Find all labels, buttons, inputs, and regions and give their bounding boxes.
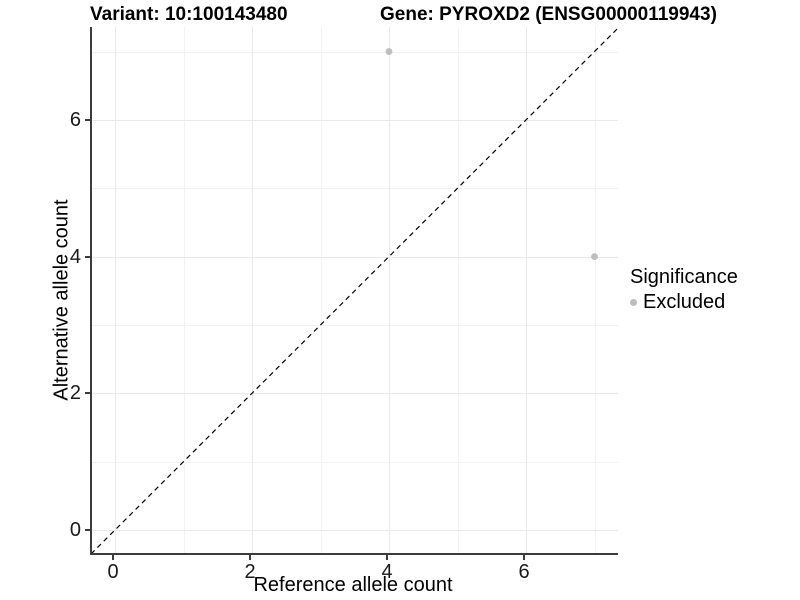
legend-title: Significance — [630, 266, 738, 288]
y-axis-title: Alternative allele count — [50, 199, 73, 401]
y-axis-tick — [85, 118, 90, 121]
x-axis-tick — [386, 555, 388, 560]
identity-line — [92, 27, 618, 553]
gridline-minor-vertical — [458, 27, 459, 553]
x-axis-tick — [523, 555, 525, 560]
gridline-major-horizontal — [92, 393, 618, 394]
gridline-major-horizontal — [92, 530, 618, 531]
point-marker-icon — [630, 298, 637, 306]
gridline-major-vertical — [389, 27, 390, 553]
gridline-major-vertical — [526, 27, 527, 553]
y-axis-tick-label: 2 — [69, 382, 81, 405]
y-axis-tick-label: 6 — [69, 108, 81, 131]
gridline-minor-vertical — [595, 27, 596, 553]
data-point — [385, 48, 393, 55]
gridline-major-horizontal — [92, 257, 618, 258]
y-axis-tick — [85, 529, 90, 531]
x-axis-tick — [112, 555, 114, 560]
gridline-minor-vertical — [321, 27, 322, 553]
y-axis-tick — [85, 392, 90, 395]
y-axis-tick-label: 4 — [69, 245, 81, 268]
x-axis-tick-label: 2 — [244, 561, 256, 583]
y-axis-tick-label: 0 — [69, 519, 81, 541]
gridline-minor-vertical — [184, 27, 185, 553]
x-axis-tick-label: 0 — [107, 561, 119, 583]
legend: Significance Excluded — [630, 266, 738, 313]
gridline-minor-horizontal — [92, 188, 618, 189]
gridline-minor-horizontal — [92, 325, 618, 326]
gridline-major-vertical — [115, 27, 116, 553]
plot-canvas — [92, 27, 618, 553]
data-point — [591, 253, 598, 260]
x-axis-tick-label: 6 — [518, 561, 530, 583]
x-axis-tick-label: 4 — [381, 561, 393, 583]
gridline-minor-horizontal — [92, 462, 618, 463]
legend-item-excluded: Excluded — [630, 291, 738, 313]
legend-item-label: Excluded — [643, 291, 726, 313]
gridline-minor-horizontal — [92, 52, 618, 53]
y-axis-tick — [85, 255, 90, 258]
gene-title: Gene: PYROXD2 (ENSG00000119943) — [380, 4, 717, 25]
gridline-major-horizontal — [92, 120, 618, 121]
x-axis-tick — [249, 555, 251, 560]
x-axis-title: Reference allele count — [253, 574, 453, 596]
gridline-major-vertical — [252, 27, 253, 553]
variant-title: Variant: 10:100143480 — [90, 4, 288, 25]
plot-panel — [90, 27, 618, 555]
